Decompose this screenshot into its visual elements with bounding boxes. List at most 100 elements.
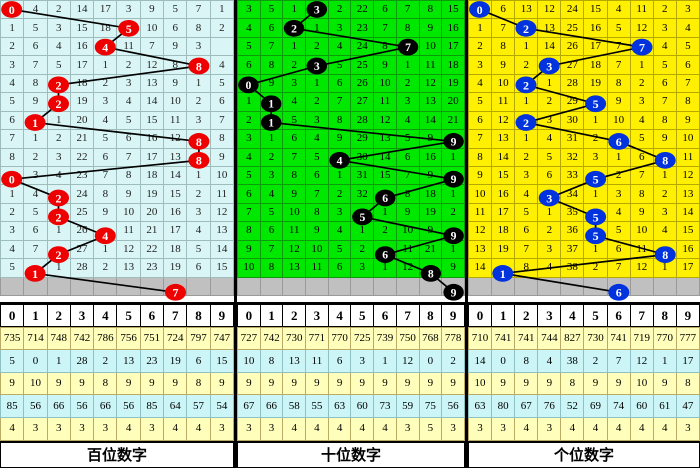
- table-row: 14 8 4 38 2 7 12 1 17: [467, 258, 700, 278]
- grid-cell: 17: [441, 36, 465, 57]
- stats-cell: 63: [467, 394, 493, 419]
- grid-cell: 12: [163, 129, 188, 149]
- digit-header-cell-3[interactable]: 3: [305, 303, 329, 327]
- grid-cell: 1: [583, 110, 608, 131]
- digit-header-cell-6[interactable]: 6: [373, 303, 397, 327]
- table-row: 7 1 2 21 5 6 16 12 8: [0, 129, 235, 149]
- grid-cell: 1: [606, 147, 631, 167]
- digit-header-cell-2[interactable]: 2: [282, 303, 307, 327]
- stats-cell: 4: [606, 417, 631, 441]
- stats-cell: 3: [69, 417, 95, 441]
- digit-header-cell-7[interactable]: 7: [629, 303, 654, 327]
- digit-header-cell-0[interactable]: 0: [0, 303, 25, 327]
- digit-header-cell-4[interactable]: 4: [327, 303, 352, 327]
- table-row: 7 13 1 4 31 2 5 9 10: [467, 129, 700, 149]
- digit-header-cell-0[interactable]: 0: [467, 303, 493, 327]
- grid-cell: 6: [259, 221, 284, 241]
- grid-cell: [395, 36, 420, 57]
- grid-cell: 7: [606, 55, 631, 75]
- grid-cell: 8: [467, 147, 493, 167]
- digit-header-cell-5[interactable]: 5: [583, 303, 608, 327]
- grid-cell: 15: [441, 0, 465, 20]
- digit-header-cell-4[interactable]: 4: [93, 303, 118, 327]
- digit-header-cell-5[interactable]: 5: [350, 303, 375, 327]
- grid-cell: 1: [305, 18, 329, 38]
- grid-cell: 23: [350, 18, 375, 38]
- digit-header-cell-8[interactable]: 8: [652, 303, 677, 327]
- grid-cell: 4: [327, 36, 352, 57]
- grid-cell: 8: [237, 221, 261, 241]
- grid-cell: 4: [467, 73, 493, 94]
- digit-header-cell-9[interactable]: 9: [441, 303, 465, 327]
- grid-cell: 33: [560, 165, 585, 186]
- grid-cell: 26: [350, 73, 375, 94]
- grid-cell: 6: [675, 55, 700, 75]
- grid-cell: 10: [491, 73, 516, 94]
- grid-cell: 9: [209, 147, 235, 167]
- grid-cell: 8: [675, 92, 700, 112]
- digit-header-cell-3[interactable]: 3: [537, 303, 562, 327]
- grid-cell: 8: [186, 18, 211, 38]
- digit-header-cell-3[interactable]: 3: [69, 303, 95, 327]
- grid-cell: 22: [69, 147, 95, 167]
- digit-header-cell-6[interactable]: 6: [139, 303, 165, 327]
- table-row: 8 6 11 9 4 1 2 10 9: [237, 221, 465, 241]
- grid-cell: 2: [583, 129, 608, 149]
- digit-header-cell-1[interactable]: 1: [23, 303, 48, 327]
- grid-cell: 7: [282, 147, 307, 167]
- table-row: 3 7 5 17 1 2 12 8 4: [0, 55, 235, 75]
- digit-header-cell-1[interactable]: 1: [259, 303, 284, 327]
- digit-header-cell-6[interactable]: 6: [606, 303, 631, 327]
- grid-cell: 3: [259, 165, 284, 186]
- digit-header-cell-7[interactable]: 7: [395, 303, 420, 327]
- grid-cell: [441, 129, 465, 149]
- stats-cell: 73: [373, 394, 397, 419]
- stats-cell: 741: [606, 326, 631, 351]
- table-row: 4 6 1 3 23 7 8 9 16: [237, 18, 465, 38]
- grid-cell: 11: [675, 147, 700, 167]
- digit-header-cell-2[interactable]: 2: [514, 303, 539, 327]
- grid-cell: 12: [675, 165, 700, 186]
- table-row: 5 11 1 2 29 9 3 7 8: [467, 92, 700, 112]
- digit-header-cell-4[interactable]: 4: [560, 303, 585, 327]
- grid-cell: 7: [93, 165, 118, 186]
- digit-header-cell-1[interactable]: 1: [491, 303, 516, 327]
- digit-header-cell-9[interactable]: 9: [675, 303, 700, 327]
- grid-cell: 3: [350, 258, 375, 278]
- grid-cell: 17: [139, 147, 165, 167]
- grid-cell: [116, 18, 141, 38]
- grid-cell: 1: [186, 73, 211, 94]
- grid-cell: 14: [467, 258, 493, 278]
- digit-header-cell-2[interactable]: 2: [46, 303, 71, 327]
- stats-cell: 13: [282, 349, 307, 373]
- digit-header-cell-5[interactable]: 5: [116, 303, 141, 327]
- digit-header-cell-9[interactable]: 9: [209, 303, 235, 327]
- missing-grid-units: 6 13 12 24 15 4 11 2 3 1 7 13 25 16 5 12 3 4 2 8 1 14 26 17 7 4 5 3…: [467, 0, 700, 302]
- grid-cell: 13: [675, 184, 700, 204]
- grid-cell-blank: [606, 276, 631, 297]
- digit-header-cell-7[interactable]: 7: [163, 303, 188, 327]
- grid-cell: 16: [418, 147, 443, 167]
- grid-cell: [46, 184, 71, 204]
- table-row: 4 10 1 28 19 8 2 6 7: [467, 73, 700, 94]
- grid-cell: 17: [163, 221, 188, 241]
- grid-cell: 5: [537, 147, 562, 167]
- stats-cell: 777: [675, 326, 700, 351]
- grid-cell: 5: [606, 221, 631, 241]
- grid-cell: 8: [491, 36, 516, 57]
- grid-cell-blank: [69, 276, 95, 297]
- grid-cell: 3: [23, 165, 48, 186]
- digit-header-cell-8[interactable]: 8: [186, 303, 211, 327]
- grid-cell: 14: [139, 92, 165, 112]
- grid-cell: 6: [327, 73, 352, 94]
- grid-cell: 14: [537, 36, 562, 57]
- grid-cell: 5: [467, 92, 493, 112]
- digit-header-cell-8[interactable]: 8: [418, 303, 443, 327]
- grid-cell: 10: [163, 92, 188, 112]
- digit-header-cell-0[interactable]: 0: [237, 303, 261, 327]
- grid-cell: 1: [46, 110, 71, 131]
- stats-cell: 750: [395, 326, 420, 351]
- grid-cell: [327, 147, 352, 167]
- stats-cell: 4: [116, 417, 141, 441]
